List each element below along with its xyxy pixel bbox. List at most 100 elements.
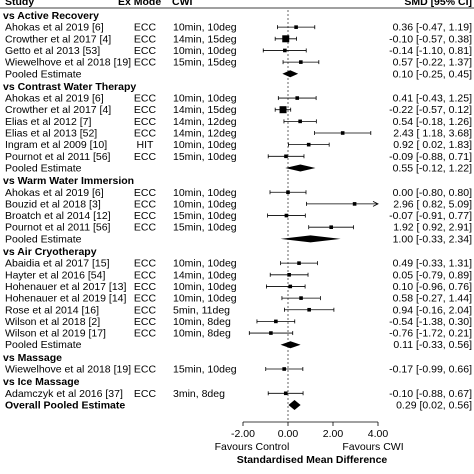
effect-size-ci: 0.92 [ 0.02, 1.83]: [393, 139, 472, 151]
cwi-protocol: 15min, 10deg: [173, 210, 237, 222]
pooled-diamond: [282, 70, 299, 78]
exercise-mode: ECC: [134, 210, 157, 222]
study-label: Hohenauer et al 2017 [13]: [5, 281, 127, 293]
cwi-protocol: 10min, 10deg: [173, 281, 237, 293]
point-estimate: [283, 48, 287, 53]
cwi-protocol: 10min, 8deg: [173, 316, 231, 328]
effect-size-ci: -0.09 [-0.88, 0.71]: [389, 151, 472, 163]
column-headers: Study Ex Mode CWI SMD [95% CI]: [0, 0, 474, 9]
point-estimate: [329, 225, 333, 229]
study-label: Wiewelhove et al 2018 [19]: [5, 364, 131, 376]
exercise-mode: ECC: [134, 128, 157, 140]
point-estimate: [306, 142, 311, 147]
study-label: Ingram et al 2009 [10]: [5, 139, 107, 151]
forest-row-study: Ahokas et al 2019 [6] ECC 10min, 10deg 0.36…: [5, 22, 472, 34]
study-label: Hohenauer et al 2019 [14]: [5, 293, 127, 305]
forest-row-pooled: Pooled Estimate 0.10 [-0.25, 0.45]: [5, 68, 472, 80]
study-label: Abaidia et al 2017 [15]: [5, 258, 110, 270]
point-estimate: [299, 296, 303, 300]
favours-control-label: Favours Control: [215, 441, 290, 453]
effect-size-ci: -0.76 [-1.72, 0.21]: [389, 328, 472, 340]
exercise-mode: ECC: [134, 198, 157, 210]
forest-row-study: Adamczyk et al 2016 [37] ECC 3min, 8deg -0.…: [5, 388, 472, 400]
forest-row-pooled: Pooled Estimate 0.11 [-0.33, 0.56]: [5, 339, 472, 351]
x-tick-label: 0.00: [278, 428, 299, 440]
study-label: Wilson et al 2018 [2]: [5, 316, 100, 328]
forest-row-study: Hohenauer et al 2017 [13] ECC 10min, 10deg…: [5, 281, 472, 293]
exercise-mode: HIT: [137, 139, 155, 151]
exercise-mode: ECC: [134, 258, 157, 270]
point-estimate: [297, 261, 301, 265]
forest-row-study: Wiewelhove et al 2018 [19] ECC 15min, 15de…: [5, 57, 472, 69]
point-estimate: [299, 60, 303, 64]
forest-row-study: Wiewelhove et al 2018 [19] ECC 15min, 10de…: [5, 364, 472, 376]
x-axis-title: Standardised Mean Difference: [237, 454, 388, 466]
exercise-mode: ECC: [134, 93, 157, 105]
point-estimate: [294, 25, 298, 29]
exercise-mode: ECC: [134, 328, 157, 340]
forest-row-study: Hayter et al 2016 [54] ECC 14min, 10deg 0.0…: [5, 269, 472, 281]
point-estimate: [298, 119, 302, 124]
point-estimate: [340, 131, 345, 135]
effect-size-ci: -0.10 [-0.57, 0.38]: [389, 33, 472, 45]
effect-size-ci: -0.54 [-1.38, 0.30]: [389, 316, 472, 328]
forest-row-header: vs Warm Water Immersion: [3, 175, 134, 187]
cwi-protocol: 14min, 15deg: [173, 33, 237, 45]
pooled-label: Pooled Estimate: [5, 68, 82, 80]
pooled-effect-ci: 0.11 [-0.33, 0.56]: [393, 339, 472, 351]
effect-size-ci: 0.54 [-0.18, 1.26]: [393, 116, 472, 128]
effect-size-ci: 0.57 [-0.22, 1.37]: [393, 57, 472, 69]
column-header-study: Study: [5, 0, 34, 8]
pooled-label: Pooled Estimate: [5, 233, 82, 245]
x-tick-label: 4.00: [368, 428, 389, 440]
forest-row-study: Hohenauer et al 2019 [14] ECC 10min, 10deg…: [5, 293, 472, 305]
cwi-protocol: 3min, 8deg: [173, 388, 225, 400]
forest-row-study: Wilson et al 2018 [2] ECC 10min, 8deg -0.54…: [5, 316, 472, 328]
study-label: Adamczyk et al 2016 [37]: [5, 388, 123, 400]
forest-row-study: Crowther et al 2017 [4] ECC 14min, 15deg -0…: [5, 33, 472, 45]
cwi-protocol: 10min, 8deg: [173, 328, 231, 340]
point-estimate: [284, 154, 288, 159]
effect-size-ci: 0.05 [-0.79, 0.89]: [393, 269, 472, 281]
forest-row-study: Elias et al 2013 [52] ECC 14min, 12deg 2.43…: [5, 128, 472, 140]
study-label: Bouzid et al 2018 [3]: [5, 198, 101, 210]
cwi-protocol: 5min, 11deg: [173, 304, 230, 316]
point-estimate: [286, 190, 290, 195]
x-tick-label: -2.00: [231, 428, 255, 440]
forest-row-study: Wilson et al 2019 [17] ECC 10min, 8deg -0.7…: [5, 328, 472, 340]
forest-row-study: Elias et al 2012 [7] ECC 14min, 12deg 0.54 …: [5, 116, 472, 128]
study-label: Pournot et al 2011 [56]: [5, 222, 111, 234]
study-label: Crowther et al 2017 [4]: [5, 33, 111, 45]
cwi-protocol: 15min, 15deg: [173, 57, 237, 69]
study-label: Ahokas et al 2019 [6]: [5, 187, 104, 199]
pooled-effect-ci: 1.00 [-0.33, 2.34]: [393, 233, 472, 245]
forest-row-study: Broatch et al 2014 [12] ECC 15min, 10deg -0…: [5, 210, 472, 222]
study-label: Pournot et al 2011 [56]: [5, 151, 111, 163]
effect-size-ci: -0.14 [-1.10, 0.81]: [389, 45, 472, 57]
study-label: Broatch et al 2014 [12]: [5, 210, 111, 222]
exercise-mode: ECC: [134, 269, 157, 281]
overall-label: Overall Pooled Estimate: [5, 399, 125, 411]
exercise-mode: ECC: [134, 45, 157, 57]
point-estimate: [282, 35, 290, 43]
pooled-diamond: [285, 164, 316, 172]
exercise-mode: ECC: [134, 187, 157, 199]
cwi-protocol: 10min, 10deg: [173, 45, 237, 57]
study-label: Wiewelhove et al 2018 [19]: [5, 57, 131, 69]
exercise-mode: ECC: [134, 364, 157, 376]
study-label: Crowther et al 2017 [4]: [5, 104, 111, 116]
cwi-protocol: 15min, 10deg: [173, 364, 237, 376]
cwi-protocol: 15min, 10deg: [173, 222, 237, 234]
column-header-effect: SMD [95% CI]: [404, 0, 472, 8]
point-estimate: [269, 331, 273, 335]
subgroup-header: vs Active Recovery: [3, 10, 99, 22]
cwi-protocol: 10min, 10deg: [173, 198, 237, 210]
subgroup-header: vs Air Cryotherapy: [3, 246, 97, 258]
study-label: Wilson et al 2019 [17]: [5, 328, 106, 340]
ci-arrow: [372, 201, 379, 207]
point-estimate: [282, 367, 286, 371]
study-label: Getto et al 2013 [53]: [5, 45, 100, 57]
cwi-protocol: 14min, 15deg: [173, 104, 237, 116]
forest-row-study: Crowther et al 2017 [4] ECC 14min, 15deg -0…: [5, 104, 472, 116]
effect-size-ci: 0.36 [-0.47, 1.19]: [393, 22, 472, 34]
